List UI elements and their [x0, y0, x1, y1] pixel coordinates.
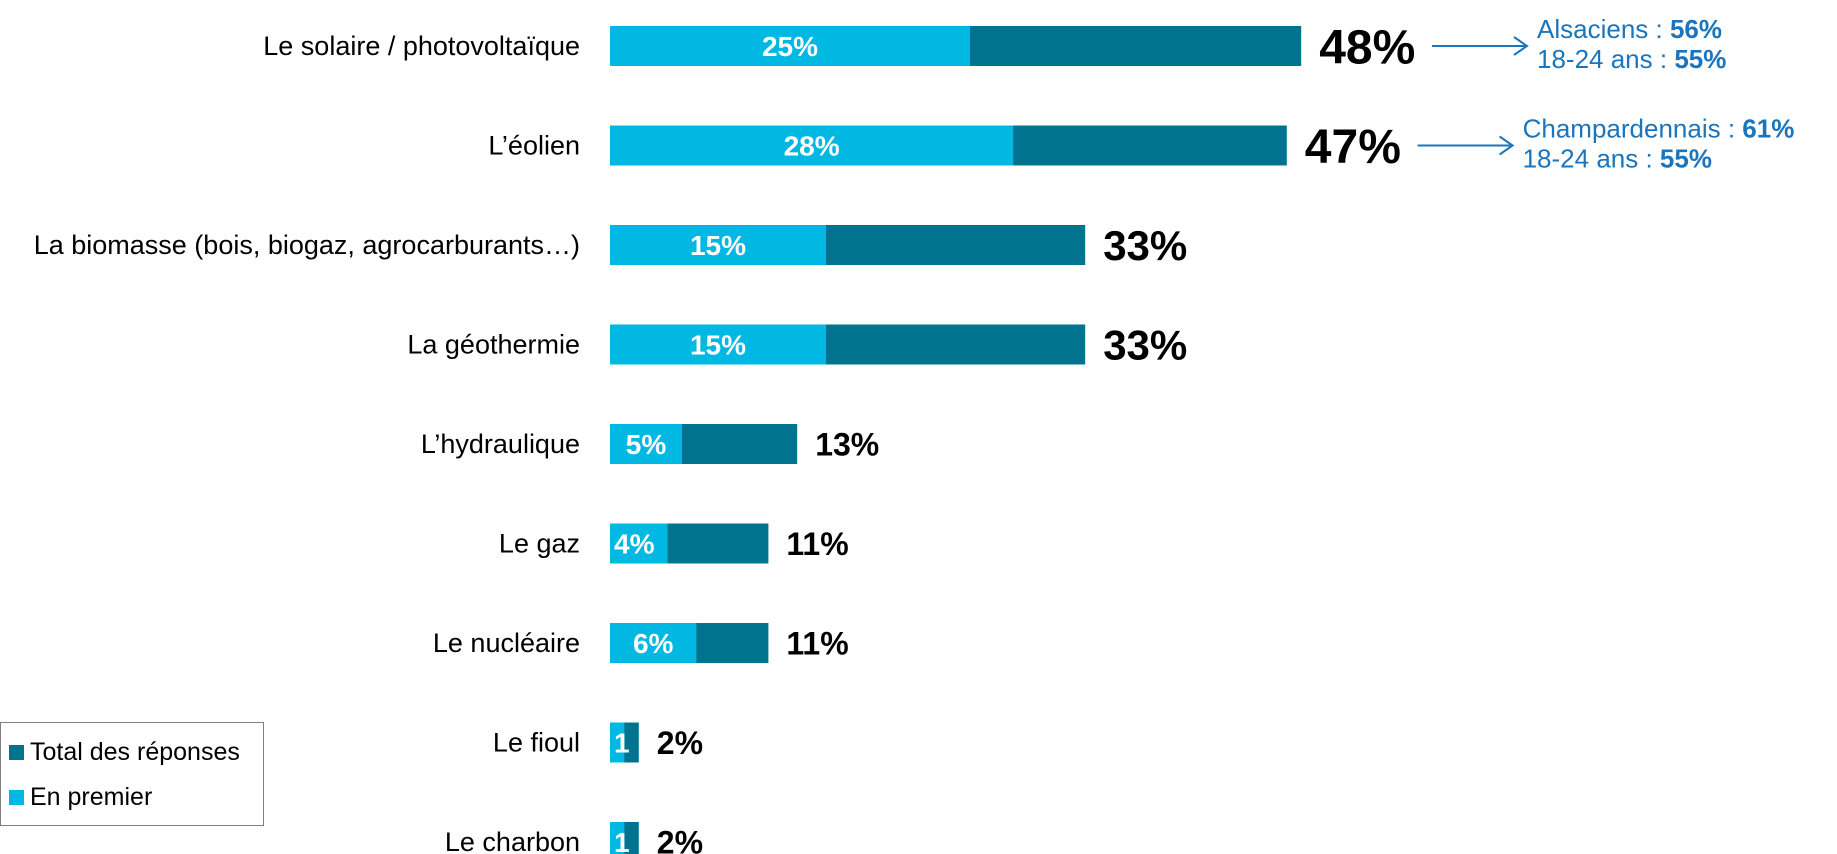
annotation-label: 18-24 ans :: [1537, 44, 1674, 74]
category-label: La géothermie: [407, 330, 580, 360]
annotations-group: Alsaciens : 56%18-24 ans : 55%Champarden…: [1417, 14, 1795, 174]
data-label-first: 6%: [633, 628, 674, 659]
legend-swatch-first: [9, 790, 24, 805]
data-label-total: 48%: [1319, 21, 1415, 74]
legend-label-total: Total des réponses: [30, 738, 240, 766]
data-label-first: 28%: [784, 131, 840, 162]
data-label-first: 1: [614, 728, 630, 759]
data-label-first: 25%: [762, 31, 818, 62]
bar-first: [610, 623, 697, 663]
annotation-label: Alsaciens :: [1537, 14, 1670, 44]
annotation-arrow-head: [1513, 36, 1529, 56]
bar-first: [610, 722, 625, 763]
bar-first: [610, 26, 970, 66]
category-label: L’hydraulique: [421, 429, 580, 459]
category-label: La biomasse (bois, biogaz, agrocarburant…: [34, 230, 580, 260]
legend-item-first: En premier: [9, 783, 152, 812]
annotation-arrow-head: [1499, 135, 1515, 156]
bar-first: [610, 125, 1014, 166]
annotation-value: 61%: [1742, 114, 1794, 144]
category-label: Le fioul: [493, 728, 580, 758]
annotation-text: 18-24 ans : 55%: [1537, 44, 1726, 74]
data-label-total: 13%: [815, 427, 879, 463]
legend-swatch-total: [9, 745, 24, 760]
bar-first: [610, 523, 668, 564]
annotation-label: Champardennais :: [1523, 114, 1743, 144]
bar-first: [610, 822, 625, 854]
legend-label-first: En premier: [30, 783, 153, 811]
bar-first: [610, 225, 826, 265]
bar-first: [610, 424, 682, 464]
category-label: L’éolien: [488, 131, 580, 161]
category-label: Le solaire / photovoltaïque: [263, 31, 580, 61]
data-label-total: 2%: [657, 725, 703, 761]
annotation-text: 18-24 ans : 55%: [1523, 144, 1712, 174]
data-label-total: 33%: [1103, 322, 1187, 369]
data-label-first: 15%: [690, 230, 746, 261]
data-label-first: 5%: [626, 429, 667, 460]
annotation-text: Alsaciens : 56%: [1537, 14, 1722, 44]
annotation-text: Champardennais : 61%: [1523, 114, 1795, 144]
category-label: Le gaz: [499, 529, 580, 559]
legend: Total des réponses En premier: [0, 722, 264, 826]
data-label-first: 15%: [690, 330, 746, 361]
data-label-total: 11%: [786, 526, 848, 562]
data-label-first: 1: [614, 827, 630, 854]
data-label-total: 11%: [786, 626, 848, 662]
data-label-first: 4%: [614, 529, 655, 560]
annotation-value: 56%: [1670, 14, 1722, 44]
legend-item-total: Total des réponses: [9, 738, 240, 767]
data-label-total: 2%: [657, 825, 703, 854]
annotation-value: 55%: [1674, 44, 1726, 74]
bar-first: [610, 324, 826, 365]
data-label-total: 33%: [1103, 222, 1187, 269]
category-label: Le charbon: [445, 827, 580, 854]
data-label-total: 47%: [1305, 121, 1401, 174]
category-label: Le nucléaire: [433, 628, 580, 658]
annotation-value: 55%: [1660, 144, 1712, 174]
annotation-label: 18-24 ans :: [1523, 144, 1660, 174]
bars-group: Le solaire / photovoltaïque 25% 48% L’éolie…: [34, 21, 1415, 854]
